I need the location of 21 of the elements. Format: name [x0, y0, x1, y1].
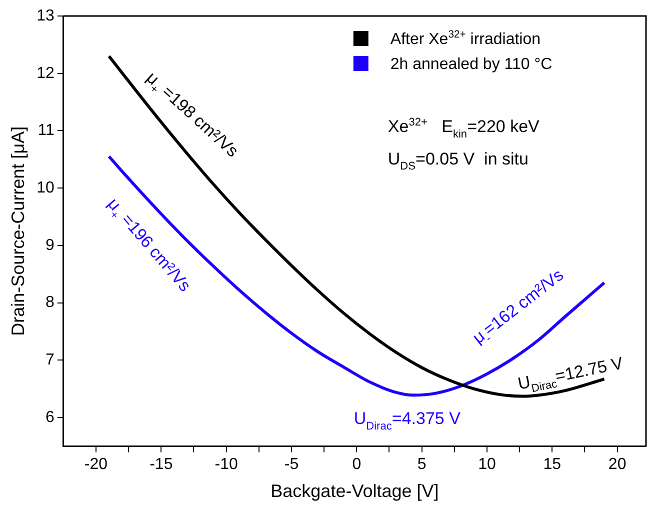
y-tick-label: 9: [45, 236, 54, 254]
y-tick-label: 11: [38, 122, 54, 140]
x-tick-label: 10: [478, 456, 496, 474]
x-tick-label: -5: [284, 456, 299, 474]
legend-label: 2h annealed by 110 °C: [390, 56, 552, 73]
y-tick-label: 12: [36, 64, 54, 82]
x-axis-title: Backgate-Voltage [V]: [270, 481, 439, 502]
x-tick-label: 15: [543, 456, 562, 474]
y-tick-label: 13: [36, 7, 54, 24]
y-tick-label: 8: [45, 294, 54, 312]
x-tick-label: 5: [417, 456, 426, 474]
x-tick-label: 0: [352, 456, 362, 474]
y-tick-label: 7: [45, 352, 54, 369]
y-tick-label: 10: [36, 179, 54, 196]
x-tick-label: -20: [84, 456, 108, 474]
y-tick-label: 6: [45, 408, 54, 426]
x-tick-label: -15: [150, 456, 173, 474]
annotation: UDirac=12.75 V: [516, 354, 626, 396]
x-tick-label: -10: [214, 456, 238, 474]
y-axis-title: Drain-Source-Current [μA]: [8, 126, 28, 336]
x-tick-label: 20: [608, 456, 626, 474]
